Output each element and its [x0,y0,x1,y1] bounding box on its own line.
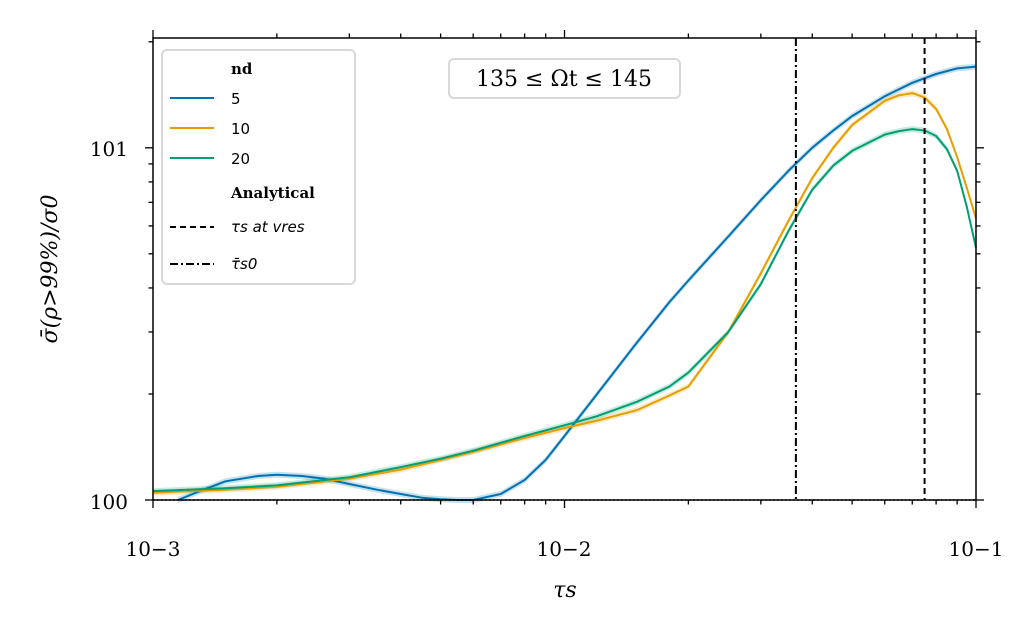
x-axis-label: τs [553,578,576,603]
legend-label-series-2: 20 [231,150,250,168]
legend-label-dashed: τs at vres [231,218,305,236]
legend-label-dashdot: τ̄s0 [231,255,257,273]
series-line-2 [152,128,977,493]
series-line-0 [177,65,977,501]
x-tick-base: 10−2 [537,537,592,561]
annotation-frame [448,58,681,99]
y-tick-label: 100 [90,490,128,514]
legend-title: nd [231,60,253,78]
x-tick-label: 10−3 [126,537,181,561]
y-axis-label: σ̄(ρ>99%)/σ0 [38,195,63,344]
legend-subtitle: Analytical [230,184,315,202]
legend-label-series-1: 10 [231,120,250,138]
x-tick-label: 10−2 [537,537,592,561]
ticks-layer [145,30,984,508]
annotation-text: 135 ≤ Ωt ≤ 145 [476,67,652,92]
x-tick-base: 10−3 [126,537,181,561]
legend-label-series-0: 5 [231,90,241,108]
x-tick-base: 10−1 [949,537,1004,561]
y-tick-label: 101 [90,137,128,161]
series-line-1 [152,92,977,494]
legend: nd 5 10 20 Analytical τs at vres τ̄s0 [161,49,356,285]
x-tick-label: 10−1 [949,537,1004,561]
annotation-box: 135 ≤ Ωt ≤ 145 [448,58,681,99]
legend-frame [161,49,356,285]
series-layer [152,65,977,501]
